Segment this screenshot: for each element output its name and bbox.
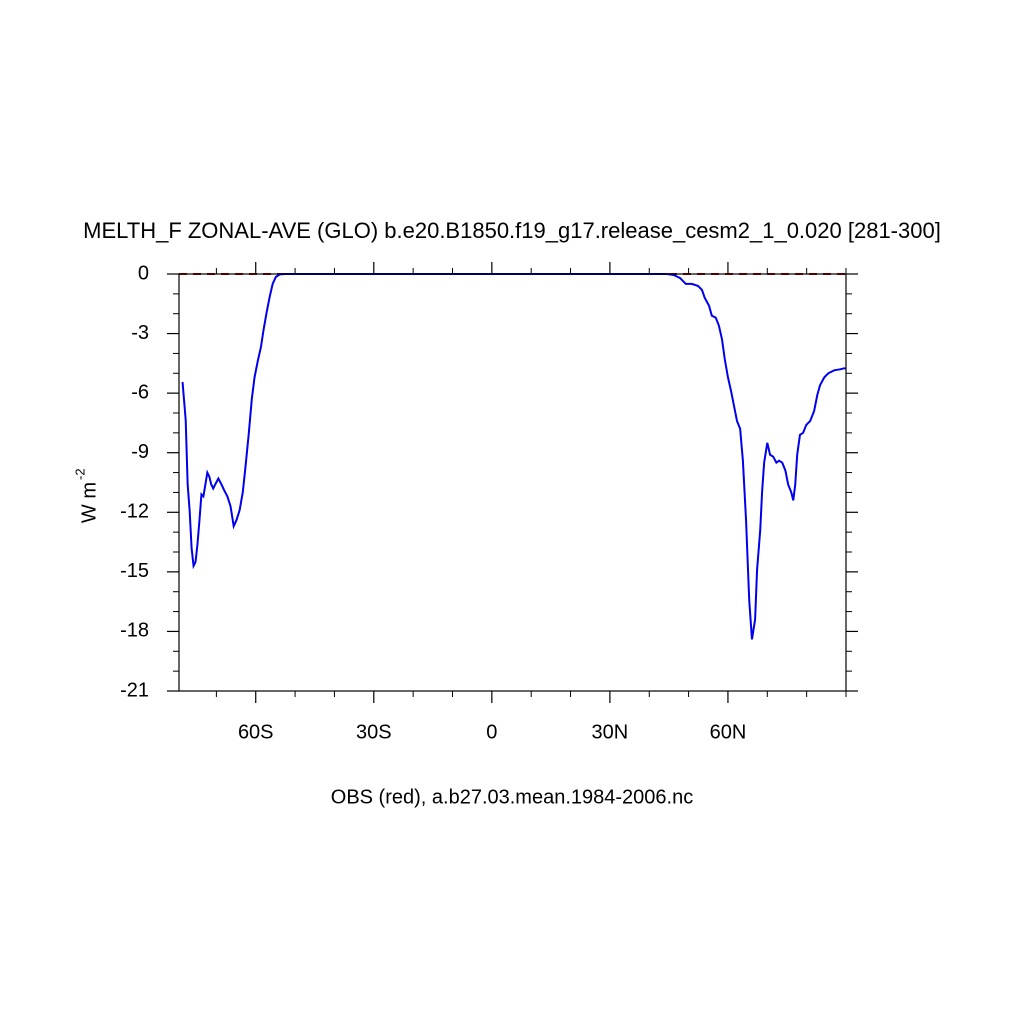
y-tick-label: -9	[131, 441, 149, 463]
y-tick-label: -21	[120, 679, 149, 701]
y-axis-label: W m -2	[72, 468, 100, 523]
plot-frame	[178, 273, 847, 692]
y-axis-label-text: W m	[78, 482, 100, 523]
y-axis-label-exponent: -2	[72, 468, 87, 480]
x-tick-label: 60S	[238, 721, 274, 743]
y-tick-label: 0	[138, 262, 149, 284]
x-tick-label: 0	[486, 721, 497, 743]
chart-title: MELTH_F ZONAL-AVE (GLO) b.e20.B1850.f19_…	[83, 218, 941, 243]
y-tick-label: -15	[120, 560, 149, 582]
caption: OBS (red), a.b27.03.mean.1984-2006.nc	[331, 786, 693, 808]
data-line	[181, 273, 846, 640]
y-tick-label: -12	[120, 501, 149, 523]
x-tick-label: 30S	[356, 721, 392, 743]
x-tick-label: 60N	[710, 721, 747, 743]
y-tick-label: -6	[131, 381, 149, 403]
x-tick-label: 30N	[592, 721, 629, 743]
y-tick-label: -3	[131, 322, 149, 344]
y-tick-label: -18	[120, 620, 149, 642]
